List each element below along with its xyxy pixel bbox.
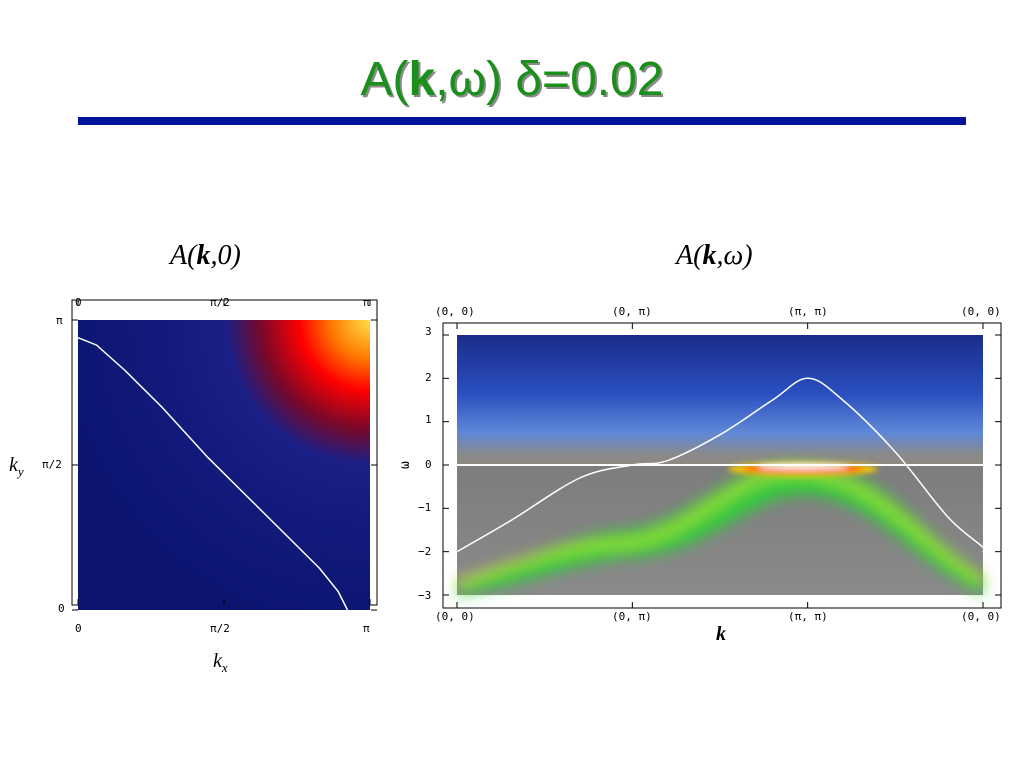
left-xtick-bottom-0: 0 [75,622,82,635]
left-ytick-2: π [56,314,63,327]
right-ytick-m2: −2 [418,545,431,558]
left-ylabel: ky [9,454,24,479]
left-xtick-bottom-2: π [363,622,370,635]
left-panel-subtitle: A(k,0) [170,240,241,271]
right-ytick-m3: −3 [418,589,431,602]
right-xtick-top-1: (0, π) [612,305,652,318]
quasiparticle-band [456,464,985,595]
left-xtick-top-1: π/2 [210,296,230,309]
title-rule [78,117,966,125]
left-xlabel: kx [213,650,228,675]
right-yticks [443,323,1001,608]
right-xtick-top-0: (0, 0) [435,305,475,318]
right-xtick-bottom-2: (π, π) [788,610,828,623]
left-ticks [72,300,377,611]
right-ytick-2: 2 [425,371,432,384]
left-plot-field [78,320,370,610]
spectral-function-heatmap: 3 2 1 0 −1 −2 −3 (0, 0) (0, π) (π, π) (0… [398,305,1002,645]
left-xtick-top-0: 0 [75,296,82,309]
left-ytick-1: π/2 [42,458,62,471]
right-ytick-m1: −1 [418,501,431,514]
right-ylabel: ω [398,461,413,469]
right-panel-subtitle: A(k,ω) [676,240,753,271]
right-xtick-bottom-0: (0, 0) [435,610,475,623]
left-xtick-bottom-1: π/2 [210,622,230,635]
right-ytick-1: 1 [425,413,432,426]
right-xlabel: k [716,623,726,645]
fermi-surface-heatmap: 0 π/2 π 0 π/2 π 0 π/2 π kx ky [9,296,378,675]
right-xtick-bottom-1: (0, π) [612,610,652,623]
left-ytick-0: 0 [58,602,65,615]
right-plot-upper-field [457,335,983,465]
right-xtick-top-3: (0, 0) [961,305,1001,318]
fermi-surface-line [77,337,349,611]
right-xtick-bottom-3: (0, 0) [961,610,1001,623]
right-ytick-0: 0 [425,458,432,471]
slide-title: A(k,ω) δ=0.02 [360,53,664,106]
right-xtick-top-2: (π, π) [788,305,828,318]
bare-dispersion-line [456,377,987,553]
left-xtick-top-2: π [363,296,370,309]
right-ytick-3: 3 [425,325,432,338]
